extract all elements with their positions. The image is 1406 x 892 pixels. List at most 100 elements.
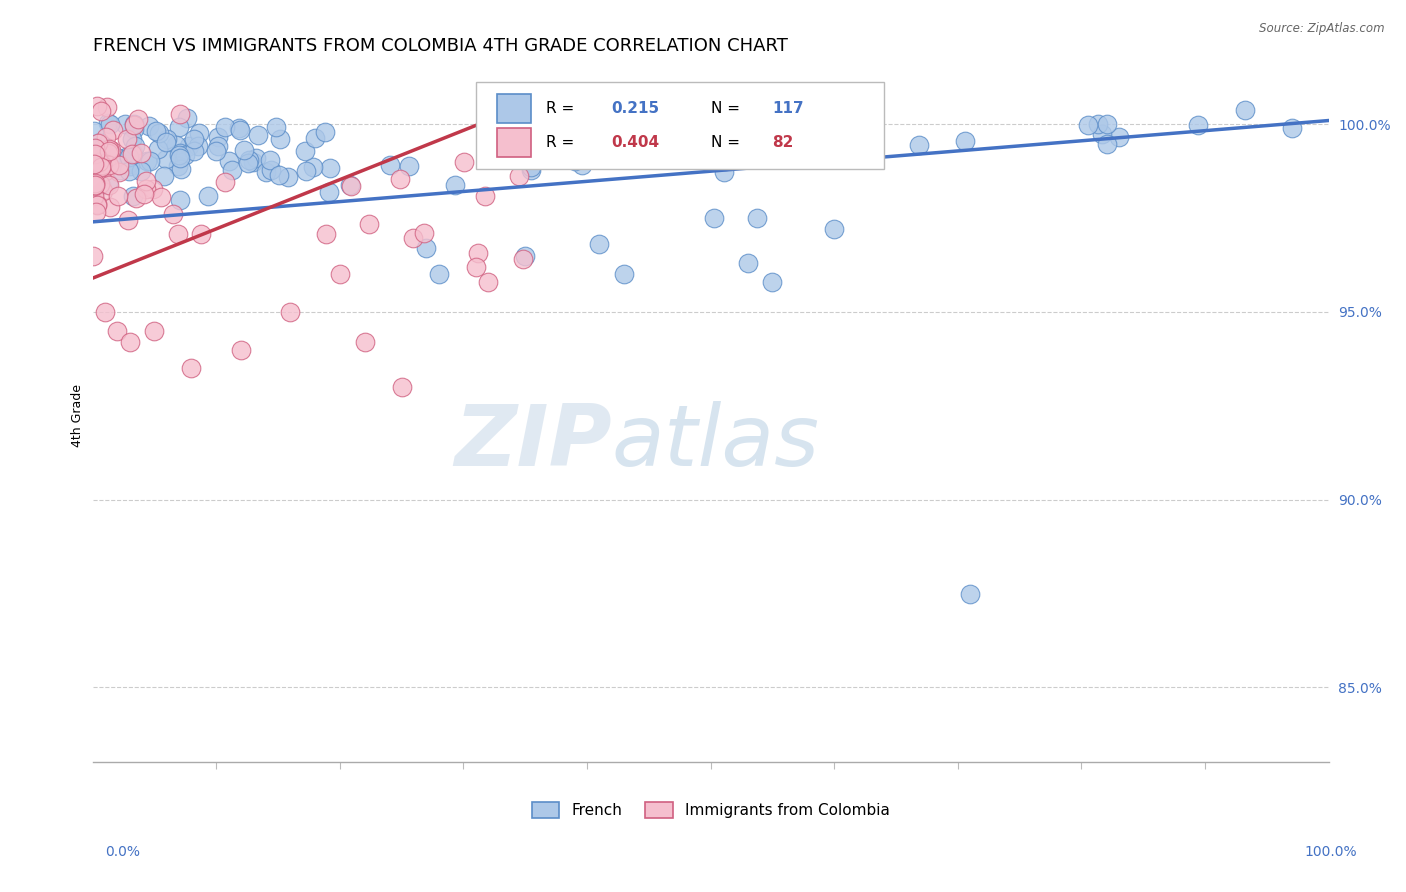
Text: Source: ZipAtlas.com: Source: ZipAtlas.com bbox=[1260, 22, 1385, 36]
Point bbox=[294, 164, 316, 178]
Point bbox=[86, 196, 108, 211]
Point bbox=[823, 222, 845, 236]
Point bbox=[443, 178, 465, 193]
Point bbox=[155, 152, 177, 166]
Point bbox=[84, 178, 107, 192]
FancyBboxPatch shape bbox=[496, 94, 531, 123]
Point bbox=[135, 154, 157, 169]
Point bbox=[100, 143, 122, 157]
Point bbox=[83, 178, 105, 193]
Point bbox=[259, 153, 281, 167]
Point bbox=[1097, 117, 1119, 131]
Point bbox=[127, 112, 149, 127]
Point bbox=[124, 139, 146, 153]
Point bbox=[391, 380, 413, 394]
Point bbox=[508, 169, 530, 184]
Point bbox=[359, 217, 381, 231]
Point bbox=[132, 186, 155, 201]
Y-axis label: 4th Grade: 4th Grade bbox=[72, 384, 84, 447]
Point bbox=[169, 107, 191, 121]
Point bbox=[165, 137, 187, 152]
Point bbox=[294, 144, 316, 158]
Point bbox=[162, 207, 184, 221]
Point bbox=[125, 190, 148, 204]
Point bbox=[97, 159, 120, 173]
Point bbox=[167, 120, 190, 134]
Point bbox=[83, 156, 105, 170]
Point bbox=[254, 165, 277, 179]
Point bbox=[143, 324, 166, 338]
Point bbox=[145, 124, 167, 138]
Point bbox=[205, 145, 228, 159]
Point bbox=[83, 157, 105, 171]
Point bbox=[519, 162, 541, 177]
Point bbox=[87, 154, 110, 169]
Point bbox=[114, 117, 136, 131]
Point bbox=[121, 146, 143, 161]
Text: ZIP: ZIP bbox=[454, 401, 612, 484]
Point bbox=[148, 126, 170, 140]
Point bbox=[90, 160, 112, 174]
Point bbox=[96, 146, 118, 161]
Point bbox=[96, 100, 118, 114]
Point bbox=[737, 256, 759, 270]
FancyBboxPatch shape bbox=[496, 128, 531, 157]
Point bbox=[107, 189, 129, 203]
Point bbox=[453, 155, 475, 169]
Point bbox=[82, 191, 104, 205]
Point bbox=[121, 132, 143, 146]
Point bbox=[613, 268, 636, 282]
Point bbox=[118, 334, 141, 349]
Point bbox=[83, 177, 105, 191]
Point bbox=[229, 122, 252, 136]
Point bbox=[84, 205, 107, 219]
Point bbox=[117, 213, 139, 227]
Point bbox=[118, 157, 141, 171]
Point bbox=[91, 184, 114, 198]
Point bbox=[515, 249, 537, 263]
Point bbox=[571, 158, 593, 172]
Point bbox=[82, 152, 104, 166]
Point bbox=[90, 142, 112, 156]
Point bbox=[1077, 118, 1099, 132]
Point bbox=[118, 150, 141, 164]
Text: 0.0%: 0.0% bbox=[105, 845, 141, 859]
Point bbox=[831, 113, 853, 128]
Point bbox=[105, 324, 128, 338]
FancyBboxPatch shape bbox=[475, 82, 883, 169]
Point bbox=[135, 174, 157, 188]
Point bbox=[353, 334, 375, 349]
Point bbox=[93, 155, 115, 169]
Point bbox=[301, 161, 323, 175]
Point bbox=[264, 120, 287, 134]
Point bbox=[218, 154, 240, 169]
Point bbox=[188, 127, 211, 141]
Point bbox=[319, 161, 342, 175]
Point bbox=[588, 237, 610, 252]
Point bbox=[703, 211, 725, 226]
Point bbox=[269, 132, 291, 146]
Text: FRENCH VS IMMIGRANTS FROM COLOMBIA 4TH GRADE CORRELATION CHART: FRENCH VS IMMIGRANTS FROM COLOMBIA 4TH G… bbox=[93, 37, 787, 55]
Point bbox=[86, 98, 108, 112]
Point bbox=[247, 128, 270, 142]
Point bbox=[156, 132, 179, 146]
Text: 100.0%: 100.0% bbox=[1305, 845, 1357, 859]
Point bbox=[94, 305, 117, 319]
Point bbox=[714, 153, 737, 168]
Point bbox=[108, 162, 131, 177]
Point bbox=[118, 159, 141, 173]
Point bbox=[129, 146, 152, 161]
Point bbox=[98, 158, 121, 172]
Point bbox=[190, 227, 212, 242]
Point bbox=[97, 176, 120, 190]
Point bbox=[1281, 121, 1303, 136]
Point bbox=[1097, 137, 1119, 152]
Point bbox=[169, 148, 191, 162]
Text: N =: N = bbox=[710, 135, 745, 150]
Point bbox=[214, 176, 236, 190]
Point bbox=[97, 144, 120, 158]
Point bbox=[908, 137, 931, 152]
Point bbox=[108, 165, 131, 179]
Point bbox=[214, 120, 236, 135]
Point bbox=[221, 163, 243, 178]
